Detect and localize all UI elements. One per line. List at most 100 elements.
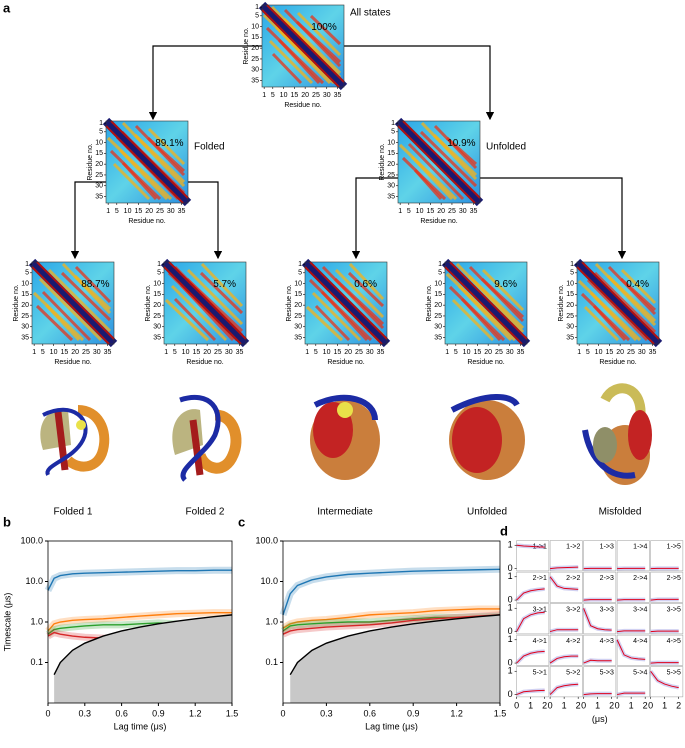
map-diagonal	[28, 258, 118, 348]
y-axis-label: Residue no.	[379, 143, 386, 180]
x-tick-label: 35	[470, 208, 478, 215]
map-contact	[460, 297, 502, 342]
map-diagonal	[441, 258, 531, 348]
map-contact	[480, 277, 525, 319]
y-tick-label: 10	[294, 280, 302, 287]
map-contact	[164, 298, 210, 342]
x-tick-label: 5	[314, 349, 318, 356]
x-axis-label: (μs)	[592, 714, 608, 724]
line	[47, 611, 232, 632]
map-diagonal	[102, 117, 192, 207]
map-percent: 5.7%	[213, 279, 236, 290]
x-tick-label: 20	[145, 208, 153, 215]
structure-label: Folded 2	[186, 507, 225, 518]
map-contact	[121, 161, 158, 201]
y-tick-label: 1	[438, 261, 442, 268]
map-contact	[200, 262, 244, 308]
y-tick-label: 0	[508, 563, 513, 573]
map-diagonal-edge	[309, 261, 388, 340]
x-tick-label: 20	[484, 349, 492, 356]
y-tick-label: 25	[566, 313, 574, 320]
line	[282, 614, 501, 635]
map-contact	[112, 162, 151, 201]
subplot-title: 3->4	[633, 606, 647, 613]
map-diagonal-edge	[31, 266, 110, 345]
y-tick-label: 30	[566, 324, 574, 331]
subplot-title: 2->4	[633, 575, 647, 582]
map-contact	[451, 298, 495, 342]
y-tick-label: 30	[387, 183, 395, 190]
y-tick-label: 5	[25, 270, 29, 277]
x-tick-label: 30	[167, 208, 175, 215]
x-tick-label: 1.5	[226, 708, 239, 718]
y-axis-label: Residue no.	[558, 284, 565, 321]
x-tick-label: 0	[45, 708, 50, 718]
y-tick-label: 20	[153, 302, 161, 309]
y-tick-label: 35	[566, 334, 574, 341]
line	[583, 693, 612, 696]
subplot-title: 4->3	[600, 638, 614, 645]
line	[516, 689, 545, 696]
y-tick-label: 0	[508, 689, 513, 699]
y-tick-label: 35	[434, 334, 442, 341]
subplot-title: 4->5	[667, 638, 681, 645]
map-percent: 0.4%	[626, 279, 649, 290]
subplot-frame	[549, 666, 583, 698]
map-contact	[44, 303, 81, 342]
map-frame	[163, 261, 247, 345]
x-tick-label: 30	[93, 349, 101, 356]
x-axis-label: Residue no.	[284, 102, 321, 109]
line	[549, 683, 579, 695]
line	[516, 611, 545, 632]
line	[583, 608, 612, 631]
x-tick-label: 25	[355, 349, 363, 356]
map-diagonal-edge	[163, 266, 242, 345]
y-axis-label: Residue no.	[286, 284, 293, 321]
structure-label: Unfolded	[467, 507, 507, 518]
y-axis-label: Residue no.	[87, 143, 94, 180]
y-tick-label: 20	[251, 45, 259, 52]
subplot-frame	[516, 603, 550, 635]
map-contact	[295, 20, 342, 64]
subplot-frame	[616, 603, 650, 635]
line	[650, 598, 679, 601]
x-tick-label: 1	[528, 700, 533, 710]
x-tick-label: 2	[609, 700, 614, 710]
x-tick-label: 1.5	[494, 708, 507, 718]
y-tick-label: 0	[508, 626, 513, 636]
map-contact	[592, 304, 627, 342]
x-tick-label: 1	[445, 349, 449, 356]
x-tick-label: 20	[203, 349, 211, 356]
map-contact	[593, 271, 657, 334]
y-tick-label: 15	[387, 150, 395, 157]
y-tick-label: 10	[566, 280, 574, 287]
map-diagonal	[394, 117, 484, 207]
y-tick-label: 15	[95, 150, 103, 157]
x-tick-label: 0	[615, 700, 620, 710]
y-axis-label: Residue no.	[426, 284, 433, 321]
x-tick-label: 25	[214, 349, 222, 356]
map-contact	[185, 277, 244, 333]
map-contact	[586, 278, 649, 342]
map-frame	[105, 120, 189, 204]
y-axis-label: Residue no.	[13, 284, 20, 321]
x-tick-label: 35	[649, 349, 657, 356]
y-tick-label: 5	[570, 270, 574, 277]
map-contact	[170, 284, 228, 342]
x-tick-label: 0.3	[79, 708, 92, 718]
map-contact	[589, 291, 638, 342]
x-axis-label: Residue no.	[327, 359, 364, 366]
subplot-title: 1->3	[600, 543, 614, 550]
map-diagonal-edge	[36, 261, 115, 340]
y-tick-label: 1	[508, 540, 513, 550]
map-contact	[348, 262, 385, 301]
structure-label: Misfolded	[599, 507, 642, 518]
x-tick-label: 10	[595, 349, 603, 356]
line	[550, 566, 579, 570]
y-tick-label: 20	[566, 302, 574, 309]
y-tick-label: 35	[153, 334, 161, 341]
x-tick-label: 25	[627, 349, 635, 356]
x-tick-label: 1	[562, 700, 567, 710]
y-tick-label: 30	[95, 183, 103, 190]
